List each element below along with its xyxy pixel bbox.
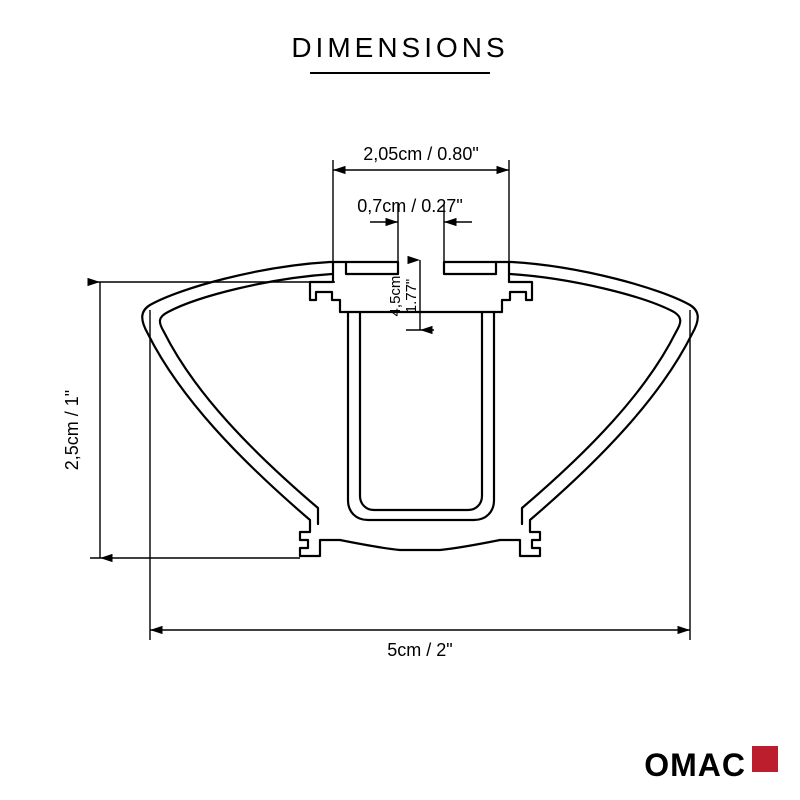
dim-label-top-gap: 0,7cm / 0.27" [357,196,462,216]
dim-label-width: 5cm / 2" [387,640,452,660]
brand-logo-text: OMAC [644,747,746,783]
dim-label-depth-a: 4,5cm [387,276,404,317]
dim-width-bottom [150,310,690,640]
dim-label-depth-b: 1.77" [403,279,420,314]
dim-height-left [90,282,335,558]
dim-label-top-outer: 2,05cm / 0.80" [363,144,478,164]
dimension-drawing: 5cm / 2" 2,5cm / 1" 2,05cm / 0.80" 0,7cm… [0,0,800,800]
brand-logo-square [752,746,778,772]
dim-label-height: 2,5cm / 1" [62,390,82,470]
brand-logo: OMAC [644,746,778,784]
